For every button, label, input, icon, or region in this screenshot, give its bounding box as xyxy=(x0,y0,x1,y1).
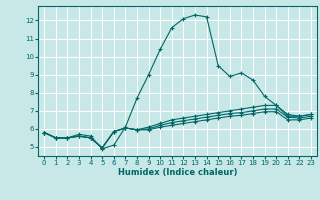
X-axis label: Humidex (Indice chaleur): Humidex (Indice chaleur) xyxy=(118,168,237,177)
